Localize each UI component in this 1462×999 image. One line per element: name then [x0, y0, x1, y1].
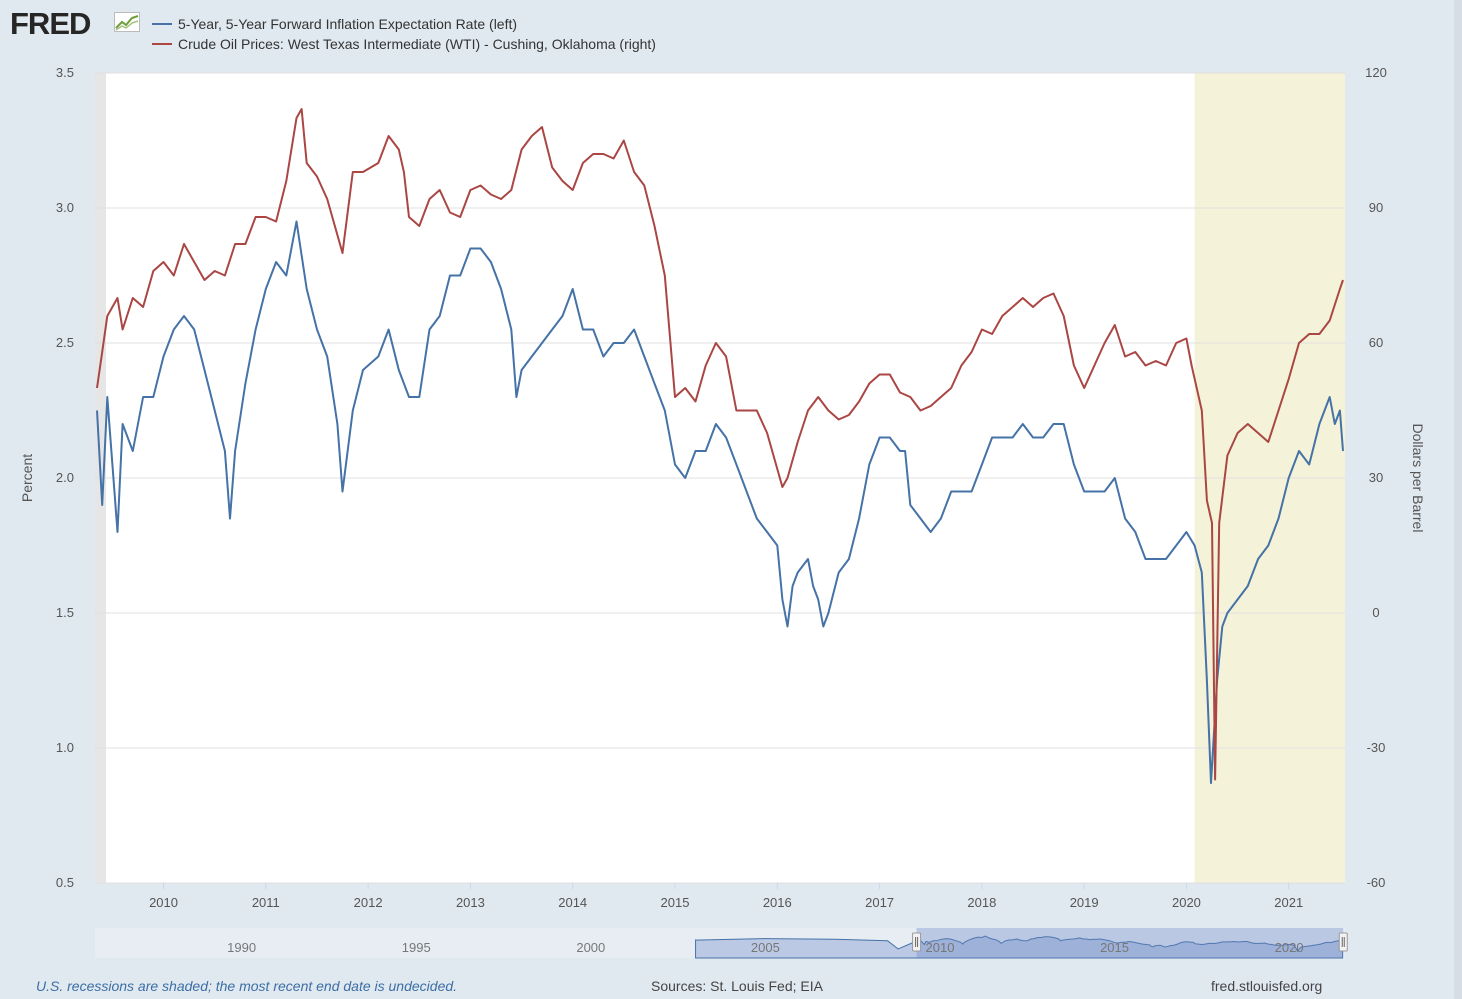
navigator-tick-label: 2020: [1275, 940, 1304, 955]
y-left-tick-label: 1.0: [56, 740, 74, 755]
series-line-inflation[interactable]: [96, 220, 1344, 785]
x-tick-label: 2018: [967, 895, 996, 910]
navigator-tick-label: 2005: [751, 940, 780, 955]
navigator-tick-label: 1990: [227, 940, 256, 955]
y-left-axis-title: Percent: [19, 454, 35, 502]
x-tick-label: 2015: [661, 895, 690, 910]
y-right-tick-label: 120: [1365, 65, 1387, 80]
navigator-tick-label: 2015: [1100, 940, 1129, 955]
x-tick-label: 2016: [763, 895, 792, 910]
x-tick-label: 2011: [252, 895, 280, 910]
x-tick-label: 2019: [1070, 895, 1099, 910]
navigator-selection[interactable]: [916, 928, 1344, 958]
legend-swatch-wti: [152, 43, 172, 45]
x-tick-label: 2014: [558, 895, 587, 910]
x-tick-label: 2021: [1274, 895, 1303, 910]
sources-text: Sources: St. Louis Fed; EIA: [651, 978, 823, 994]
x-tick-label: 2020: [1172, 895, 1201, 910]
x-tick-label: 2012: [354, 895, 383, 910]
recession-note: U.S. recessions are shaded; the most rec…: [36, 978, 458, 994]
chart-header: FRED 5-Year, 5-Year Forward Inflation Ex…: [0, 0, 1462, 60]
y-left-tick-label: 3.0: [56, 200, 74, 215]
navigator-handle-right[interactable]: [1338, 932, 1348, 952]
fred-chart-icon: [114, 12, 140, 32]
y-right-tick-label: -60: [1367, 875, 1386, 890]
y-left-tick-label: 1.5: [56, 605, 74, 620]
legend-swatch-inflation: [152, 23, 172, 25]
navigator-tick-label: 2010: [926, 940, 955, 955]
x-tick-label: 2013: [456, 895, 485, 910]
legend-item-wti[interactable]: Crude Oil Prices: West Texas Intermediat…: [152, 34, 656, 54]
series-line-wti[interactable]: [96, 108, 1344, 781]
legend-label-wti: Crude Oil Prices: West Texas Intermediat…: [178, 36, 656, 52]
legend-label-inflation: 5-Year, 5-Year Forward Inflation Expecta…: [178, 16, 518, 32]
y-right-tick-label: 0: [1372, 605, 1379, 620]
page-scrollbar[interactable]: [1454, 0, 1462, 999]
y-left-tick-label: 2.5: [56, 335, 74, 350]
y-right-axis-title: Dollars per Barrel: [1410, 424, 1426, 533]
navigator-handle-left[interactable]: [912, 932, 922, 952]
y-left-tick-label: 0.5: [56, 875, 74, 890]
y-right-tick-label: 60: [1369, 335, 1383, 350]
chart-canvas[interactable]: 0.5 1.0 1.5 2.0 2.5 3.0 3.5 -60 -30 0 30 60 90 120 201…: [0, 0, 1454, 975]
y-right-tick-label: 30: [1369, 470, 1383, 485]
navigator-series: [695, 935, 1344, 959]
y-right-tick-label: -30: [1367, 740, 1386, 755]
navigator-tick-label: 2000: [576, 940, 605, 955]
site-link[interactable]: fred.stlouisfed.org: [1211, 978, 1323, 994]
y-right-tick-label: 90: [1369, 200, 1383, 215]
legend-item-inflation[interactable]: 5-Year, 5-Year Forward Inflation Expecta…: [152, 14, 656, 34]
fred-logo[interactable]: FRED: [10, 6, 91, 41]
navigator-tick-label: 1995: [402, 940, 431, 955]
y-left-tick-label: 2.0: [56, 470, 74, 485]
x-tick-label: 2010: [149, 895, 178, 910]
x-tick-label: 2017: [865, 895, 894, 910]
y-left-tick-label: 3.5: [56, 65, 74, 80]
chart-legend: 5-Year, 5-Year Forward Inflation Expecta…: [152, 14, 656, 54]
